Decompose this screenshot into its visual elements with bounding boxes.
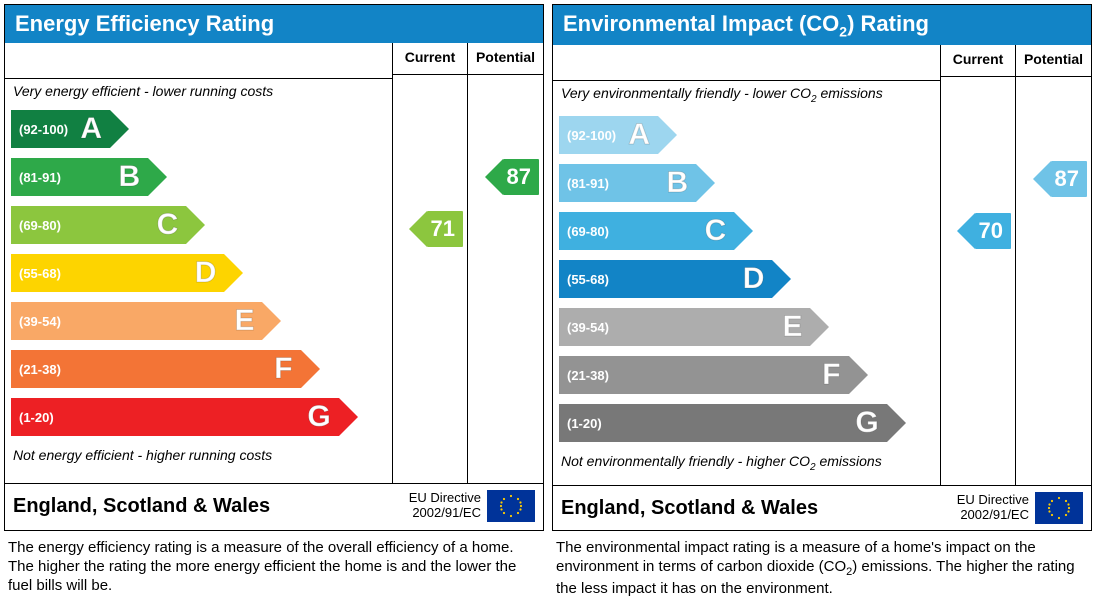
band-bar-a: (92-100) A [11,110,110,148]
current-column-env: Current 70 [941,45,1016,485]
top-caption-energy: Very energy efficient - lower running co… [5,79,392,103]
top-caption-env: Very environmentally friendly - lower CO… [553,81,940,109]
band-bar-c: (69-80) C [11,206,186,244]
band-letter: A [628,118,650,152]
band-bar-c: (69-80) C [559,212,734,250]
band-range: (69-80) [19,218,61,233]
potential-column-energy: Potential 87 [468,43,543,483]
band-bar-g: (1-20) G [11,398,339,436]
band-row-f: (21-38) F [11,347,392,391]
band-range: (81-91) [567,176,609,191]
band-row-c: (69-80) C [559,209,940,253]
eu-flag-icon [1035,492,1083,524]
panel-title-env: Environmental Impact (CO2) Rating [553,5,1091,45]
band-range: (1-20) [567,416,602,431]
bottom-caption-env: Not environmentally friendly - higher CO… [553,449,940,477]
potential-pointer: 87 [1051,161,1087,197]
band-range: (39-54) [567,320,609,335]
band-letter: B [118,160,140,194]
band-letter: E [234,304,254,338]
band-letter: A [80,112,102,146]
potential-column-env: Potential 87 [1016,45,1091,485]
band-bar-d: (55-68) D [559,260,772,298]
directive-text: EU Directive 2002/91/EC [957,493,1029,523]
potential-header: Potential [1016,45,1091,77]
band-row-d: (55-68) D [559,257,940,301]
band-rows-env: (92-100) A (81-91) B (69-80) C (55-68) D (39-54)… [553,113,940,445]
band-bar-d: (55-68) D [11,254,224,292]
band-range: (39-54) [19,314,61,329]
current-column-energy: Current 71 [393,43,468,483]
footer-env: England, Scotland & Wales EU Directive 2… [553,485,1091,530]
band-row-a: (92-100) A [11,107,392,151]
band-bar-f: (21-38) F [559,356,849,394]
environmental-impact-panel: Environmental Impact (CO2) Rating Very e… [552,4,1092,531]
band-row-e: (39-54) E [559,305,940,349]
band-range: (55-68) [567,272,609,287]
band-row-b: (81-91) B [11,155,392,199]
eu-flag-icon [487,490,535,522]
band-letter: G [307,400,330,434]
current-pointer: 70 [975,213,1011,249]
band-bar-g: (1-20) G [559,404,887,442]
band-range: (69-80) [567,224,609,239]
potential-header: Potential [468,43,543,75]
band-row-b: (81-91) B [559,161,940,205]
current-header: Current [393,43,467,75]
band-letter: F [822,358,840,392]
band-row-e: (39-54) E [11,299,392,343]
potential-pointer: 87 [503,159,539,195]
band-bar-b: (81-91) B [559,164,696,202]
band-row-g: (1-20) G [559,401,940,445]
band-range: (92-100) [19,122,68,137]
description-energy: The energy efficiency rating is a measur… [4,531,544,598]
directive-text: EU Directive 2002/91/EC [409,491,481,521]
current-pointer: 71 [427,211,463,247]
band-bar-e: (39-54) E [11,302,262,340]
band-letter: B [666,166,688,200]
band-range: (81-91) [19,170,61,185]
band-row-d: (55-68) D [11,251,392,295]
band-letter: D [743,262,765,296]
band-rows-energy: (92-100) A (81-91) B (69-80) C (55-68) D (39-54)… [5,107,392,439]
band-row-c: (69-80) C [11,203,392,247]
band-letter: D [195,256,217,290]
bottom-caption-energy: Not energy efficient - higher running co… [5,443,392,467]
band-range: (92-100) [567,128,616,143]
panel-body-env: Very environmentally friendly - lower CO… [553,45,1091,485]
band-bar-f: (21-38) F [11,350,301,388]
band-row-g: (1-20) G [11,395,392,439]
band-letter: F [274,352,292,386]
band-letter: C [705,214,727,248]
band-range: (1-20) [19,410,54,425]
band-letter: G [855,406,878,440]
region-label: England, Scotland & Wales [561,497,957,520]
band-letter: C [157,208,179,242]
band-range: (21-38) [19,362,61,377]
band-bar-a: (92-100) A [559,116,658,154]
band-letter: E [782,310,802,344]
energy-efficiency-panel: Energy Efficiency Rating Very energy eff… [4,4,544,531]
region-label: England, Scotland & Wales [13,495,409,518]
footer-energy: England, Scotland & Wales EU Directive 2… [5,483,543,528]
band-range: (21-38) [567,368,609,383]
band-range: (55-68) [19,266,61,281]
descriptions-row: The energy efficiency rating is a measur… [4,531,1096,598]
band-bar-b: (81-91) B [11,158,148,196]
panel-title-energy: Energy Efficiency Rating [5,5,543,43]
bars-column-energy: Very energy efficient - lower running co… [5,43,393,483]
band-bar-e: (39-54) E [559,308,810,346]
band-row-a: (92-100) A [559,113,940,157]
current-header: Current [941,45,1015,77]
panel-body-energy: Very energy efficient - lower running co… [5,43,543,483]
description-env: The environmental impact rating is a mea… [552,531,1092,598]
charts-container: Energy Efficiency Rating Very energy eff… [4,4,1096,531]
band-row-f: (21-38) F [559,353,940,397]
bars-column-env: Very environmentally friendly - lower CO… [553,45,941,485]
